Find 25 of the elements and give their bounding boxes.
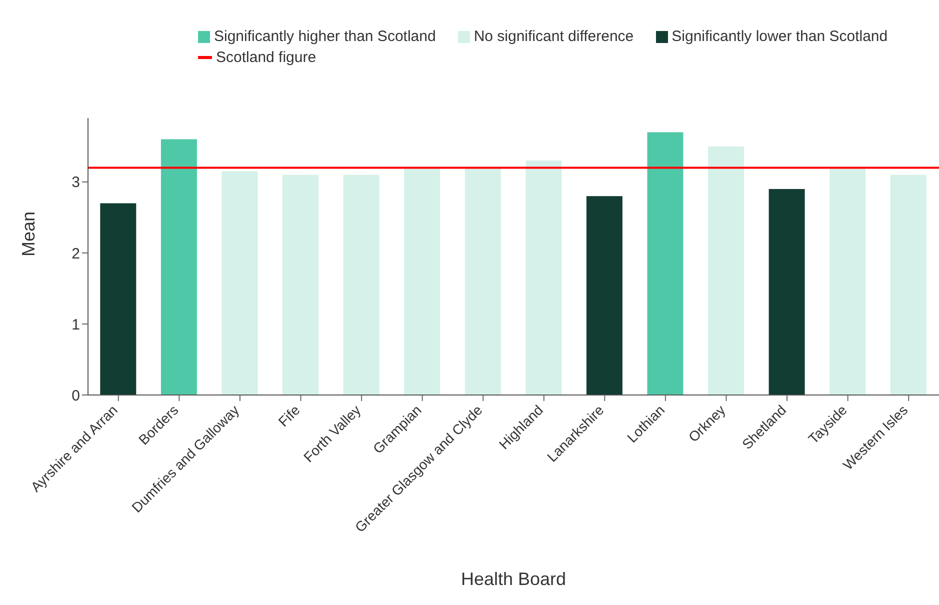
bar [830,168,866,395]
x-tick-label: Fife [275,402,304,430]
bar [343,174,380,395]
y-tick-label: 0 [72,387,80,404]
legend-label: Significantly lower than Scotland [670,28,888,45]
bar [647,132,684,395]
y-tick-label: 2 [72,245,80,262]
bar [100,203,136,395]
bar [526,160,562,395]
y-tick-label: 1 [72,316,80,334]
bar [282,174,319,395]
bar [160,139,197,395]
legend-label: Significantly higher than Scotland [213,28,436,45]
bar [890,174,926,395]
legend-label: No significant difference [472,28,634,45]
y-tick-label: 3 [72,174,80,192]
y-axis-title: Mean [18,211,38,256]
legend-label: Scotland figure [215,49,316,66]
bar [222,171,258,395]
bar [404,168,440,395]
bar [708,146,744,395]
bar [464,168,501,395]
bar [768,189,805,395]
bar [586,196,622,395]
x-axis-title: Health Board [460,569,566,589]
